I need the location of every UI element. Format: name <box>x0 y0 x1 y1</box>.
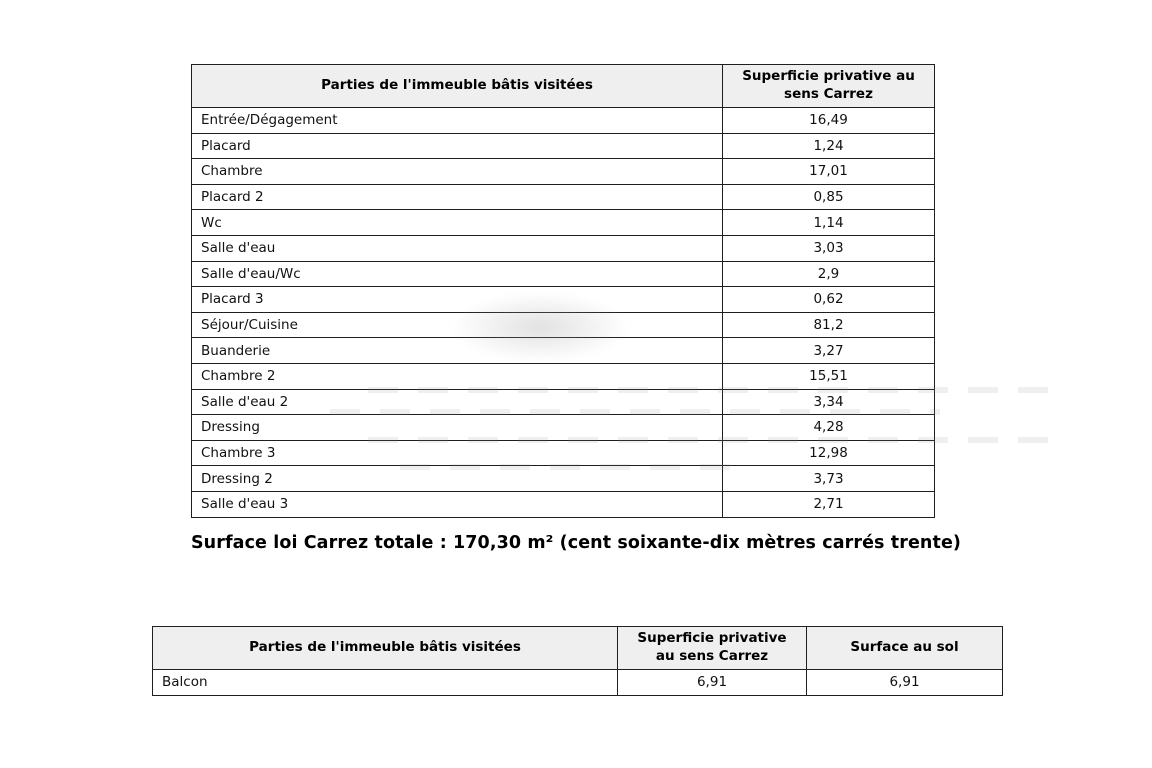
room-name: Entrée/Dégagement <box>191 107 723 134</box>
area-value: 3,27 <box>722 337 935 364</box>
room-name: Chambre 2 <box>191 362 723 390</box>
column-header: Parties de l'immeuble bâtis visitées <box>152 626 618 670</box>
table-row: Buanderie 3,27 <box>191 337 935 364</box>
room-name: Dressing <box>191 414 723 441</box>
table-row: Placard 3 0,62 <box>191 286 935 313</box>
area-value: 2,9 <box>722 260 935 288</box>
table-row: Wc 1,14 <box>191 209 935 236</box>
area-value: 1,24 <box>722 132 935 160</box>
room-name: Chambre 3 <box>191 439 723 467</box>
table-row: Placard 2 0,85 <box>191 183 935 211</box>
room-name: Placard 2 <box>191 183 723 211</box>
room-name: Buanderie <box>191 337 723 364</box>
table-row: Salle d'eau 3 2,71 <box>191 490 935 518</box>
room-name: Salle d'eau 2 <box>191 388 723 416</box>
area-value: 15,51 <box>722 362 935 390</box>
table-row: Dressing 4,28 <box>191 414 935 441</box>
table-header-row: Parties de l'immeuble bâtis visitées Supe… <box>191 64 935 108</box>
table-row: Chambre 3 12,98 <box>191 439 935 467</box>
table-row: Salle d'eau 2 3,34 <box>191 388 935 416</box>
room-name: Salle d'eau/Wc <box>191 260 723 288</box>
table-row: Séjour/Cuisine 81,2 <box>191 311 935 339</box>
total-surface-summary: Surface loi Carrez totale : 170,30 m² (c… <box>190 533 962 553</box>
area-value: 3,34 <box>722 388 935 416</box>
room-name: Wc <box>191 209 723 236</box>
area-value: 81,2 <box>722 311 935 339</box>
room-name: Dressing 2 <box>191 465 723 492</box>
area-value: 4,28 <box>722 414 935 441</box>
area-value: 12,98 <box>722 439 935 467</box>
table-row: Balcon 6,91 6,91 <box>152 669 1003 696</box>
room-name: Chambre <box>191 158 723 185</box>
room-name: Balcon <box>152 669 618 696</box>
table-row: Dressing 2 3,73 <box>191 465 935 492</box>
table-row: Salle d'eau 3,03 <box>191 234 935 262</box>
table-row: Chambre 17,01 <box>191 158 935 185</box>
table-row: Entrée/Dégagement 16,49 <box>191 107 935 134</box>
table-header-row: Parties de l'immeuble bâtis visitées Supe… <box>152 626 1003 670</box>
area-value: 0,62 <box>722 286 935 313</box>
room-name: Placard <box>191 132 723 160</box>
area-value: 16,49 <box>722 107 935 134</box>
table-row: Salle d'eau/Wc 2,9 <box>191 260 935 288</box>
table-row: Placard 1,24 <box>191 132 935 160</box>
area-value: 17,01 <box>722 158 935 185</box>
annex-areas-table: Parties de l'immeuble bâtis visitées Supe… <box>152 626 1003 696</box>
area-value: 2,71 <box>722 490 935 518</box>
room-name: Salle d'eau <box>191 234 723 262</box>
area-value: 3,03 <box>722 234 935 262</box>
area-value: 0,85 <box>722 183 935 211</box>
room-name: Salle d'eau 3 <box>191 490 723 518</box>
area-value: 1,14 <box>722 209 935 236</box>
column-header: Surface au sol <box>806 626 1003 670</box>
area-value: 3,73 <box>722 465 935 492</box>
table-row: Chambre 2 15,51 <box>191 362 935 390</box>
room-name: Placard 3 <box>191 286 723 313</box>
column-header: Superficie privative au sens Carrez <box>722 64 935 108</box>
area-value: 6,91 <box>806 669 1003 696</box>
room-name: Séjour/Cuisine <box>191 311 723 339</box>
column-header: Superficie privative au sens Carrez <box>617 626 807 670</box>
carrez-areas-table: Parties de l'immeuble bâtis visitées Supe… <box>191 64 935 518</box>
column-header: Parties de l'immeuble bâtis visitées <box>191 64 723 108</box>
area-value: 6,91 <box>617 669 807 696</box>
